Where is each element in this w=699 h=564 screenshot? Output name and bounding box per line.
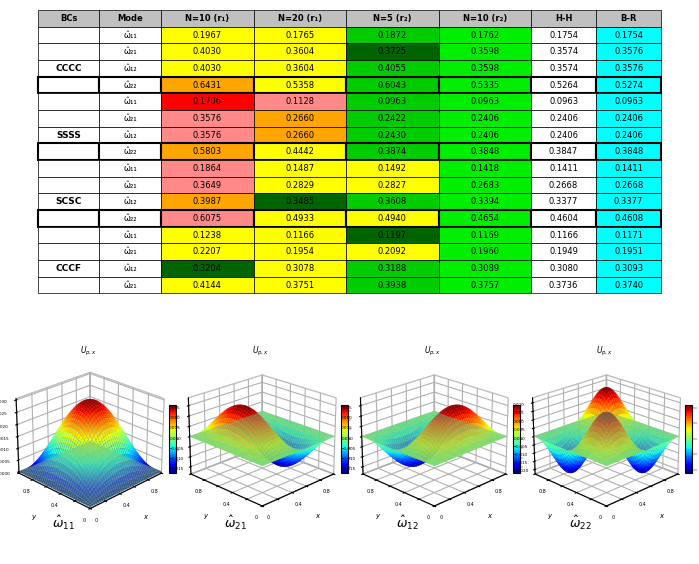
Text: $\hat{\omega}_{21}$: $\hat{\omega}_{21}$ [224,514,247,532]
Y-axis label: $y$: $y$ [547,512,554,521]
Title: $U_{p,x}$: $U_{p,x}$ [252,345,268,358]
X-axis label: $x$: $x$ [659,512,665,521]
X-axis label: $x$: $x$ [487,512,493,521]
X-axis label: $x$: $x$ [315,512,322,521]
Text: $\hat{\omega}_{12}$: $\hat{\omega}_{12}$ [396,514,419,532]
Text: $\hat{\omega}_{11}$: $\hat{\omega}_{11}$ [52,514,75,532]
Title: $U_{p,x}$: $U_{p,x}$ [596,345,613,358]
Y-axis label: $y$: $y$ [375,512,382,521]
Title: $U_{p,x}$: $U_{p,x}$ [80,345,96,358]
Y-axis label: $y$: $y$ [31,513,38,522]
Y-axis label: $y$: $y$ [203,512,210,521]
X-axis label: $x$: $x$ [143,513,149,521]
Title: $U_{p,x}$: $U_{p,x}$ [424,345,440,358]
Text: $\hat{\omega}_{22}$: $\hat{\omega}_{22}$ [568,514,591,532]
